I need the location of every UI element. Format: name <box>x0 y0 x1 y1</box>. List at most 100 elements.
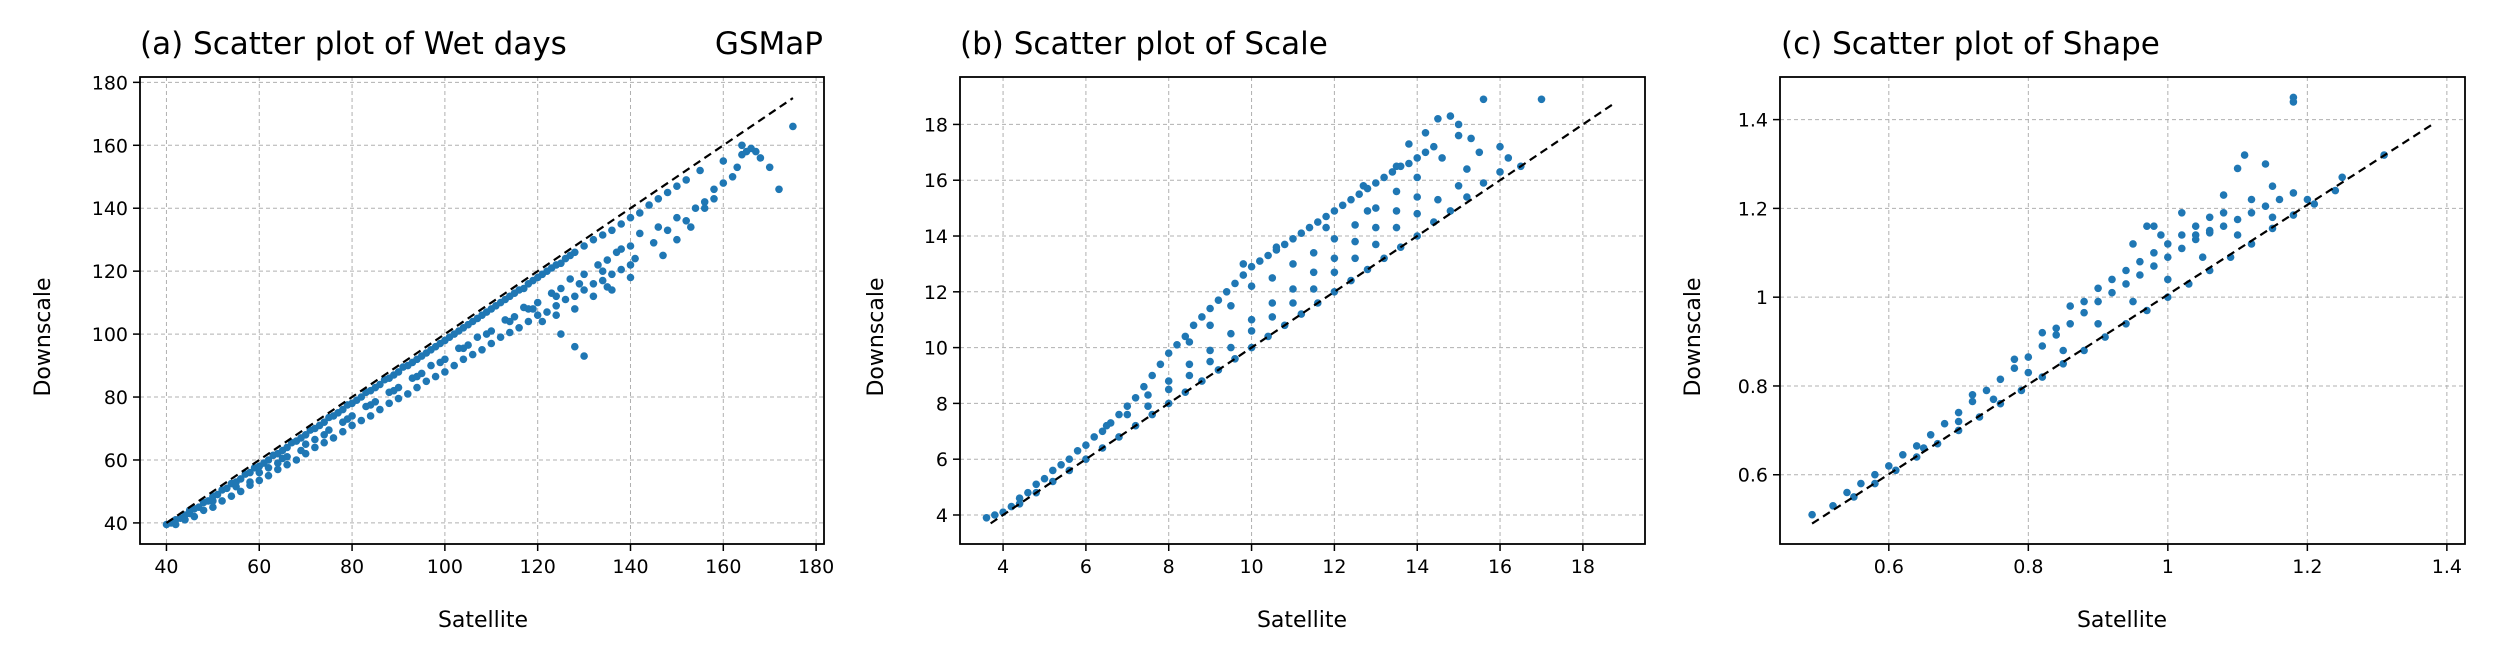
scatter-point <box>301 440 310 449</box>
scatter-point <box>2219 209 2228 217</box>
x-axis-label: Satellite <box>438 608 528 633</box>
scatter-point <box>752 147 760 156</box>
plot-frame <box>1779 76 2466 545</box>
scatter-point <box>2150 222 2158 230</box>
scatter-point <box>1247 262 1256 271</box>
scatter-point <box>1355 190 1363 198</box>
scatter-point <box>2198 253 2207 261</box>
scatter-point <box>1123 410 1132 419</box>
scatter-point <box>473 333 482 342</box>
scatter-point <box>510 313 519 321</box>
scatter-point <box>2164 253 2172 261</box>
scatter-point <box>598 231 607 239</box>
scatter-point <box>2157 231 2165 239</box>
scatter-point <box>366 412 375 420</box>
scatter-point <box>450 361 459 370</box>
scatter-point <box>580 242 588 250</box>
scatter-point <box>1405 159 1413 168</box>
scatter-point <box>1015 494 1024 503</box>
scatter-point <box>2289 98 2298 106</box>
scatter-point <box>459 355 468 364</box>
scatter-point <box>543 308 551 316</box>
scatter-point <box>649 239 658 247</box>
scatter-point <box>1185 338 1194 346</box>
scatter-point <box>1268 274 1277 282</box>
y-tick-label: 12 <box>924 282 948 304</box>
scatter-point <box>687 223 695 231</box>
scatter-point <box>2191 231 2200 239</box>
scatter-point <box>571 305 579 313</box>
y-tick-label: 4 <box>936 505 948 527</box>
scatter-point <box>645 201 653 209</box>
scatter-point <box>1102 421 1111 430</box>
scatter-point <box>691 204 700 212</box>
scatter-point <box>2094 297 2102 306</box>
x-tick-label: 8 <box>1163 556 1175 578</box>
scatter-point <box>1392 187 1401 196</box>
scatter-point <box>710 185 718 194</box>
scatter-point <box>255 468 264 477</box>
scatter-point <box>626 261 635 269</box>
x-tick-label: 80 <box>340 556 364 578</box>
scatter-point <box>682 176 690 184</box>
scatter-point <box>311 443 319 452</box>
scatter-point <box>2191 222 2200 230</box>
scatter-point <box>1289 235 1297 243</box>
scatter-point <box>728 173 737 181</box>
scatter-point <box>608 226 616 235</box>
scatter-point <box>1073 447 1082 455</box>
scatter-point <box>1309 285 1318 293</box>
scatter-point <box>329 434 338 442</box>
scatter-point <box>533 311 542 320</box>
scatter-point <box>343 415 352 423</box>
scatter-point <box>2024 353 2033 361</box>
scatter-point <box>348 421 356 430</box>
scatter-point <box>2136 271 2144 279</box>
x-tick-label: 1.2 <box>2292 556 2322 578</box>
scatter-point <box>2094 320 2102 328</box>
scatter-point <box>199 506 208 515</box>
scatter-point <box>1351 254 1359 263</box>
y-tick-label: 160 <box>92 135 128 157</box>
scatter-point <box>223 484 231 493</box>
scatter-point <box>1454 131 1463 140</box>
scatter-point <box>1899 451 1907 459</box>
y-tick-label: 100 <box>92 324 128 346</box>
scatter-point <box>496 333 505 342</box>
scatter-point <box>789 122 797 131</box>
scatter-point <box>1982 386 1991 395</box>
scatter-point <box>1264 251 1272 260</box>
scatter-point <box>1454 120 1463 129</box>
scatter-point <box>598 267 607 276</box>
chart-title: (a) Scatter plot of Wet days <box>140 26 567 62</box>
scatter-point <box>580 286 588 294</box>
scatter-point <box>376 405 384 414</box>
scatter-point <box>1164 385 1173 394</box>
scatter-point <box>710 195 718 203</box>
scatter-point <box>538 317 547 326</box>
x-axis-label: Satellite <box>2077 608 2167 633</box>
scatter-point <box>1446 207 1455 215</box>
scatter-point <box>1363 207 1372 215</box>
scatter-point <box>1954 417 1963 426</box>
scatter-point <box>2240 151 2249 159</box>
x-tick-label: 0.8 <box>2013 556 2043 578</box>
scatter-point <box>394 394 403 403</box>
scatter-point <box>2310 200 2319 208</box>
scatter-point <box>626 273 635 282</box>
scatter-point <box>1496 168 1504 176</box>
scatter-point <box>2080 308 2088 317</box>
scatter-point <box>524 305 533 313</box>
y-tick-label: 180 <box>92 72 128 94</box>
scatter-point <box>557 259 565 268</box>
scatter-point <box>311 435 319 444</box>
scatter-point <box>1372 204 1380 212</box>
scatter-point <box>1222 288 1231 296</box>
scatter-point <box>413 372 421 381</box>
scatter-point <box>1289 260 1297 268</box>
y-tick-label: 1.4 <box>1738 110 1768 132</box>
scatter-point <box>274 465 282 474</box>
scatter-point <box>1123 402 1132 411</box>
scatter-point <box>320 438 329 447</box>
scatter-point <box>1140 382 1148 391</box>
